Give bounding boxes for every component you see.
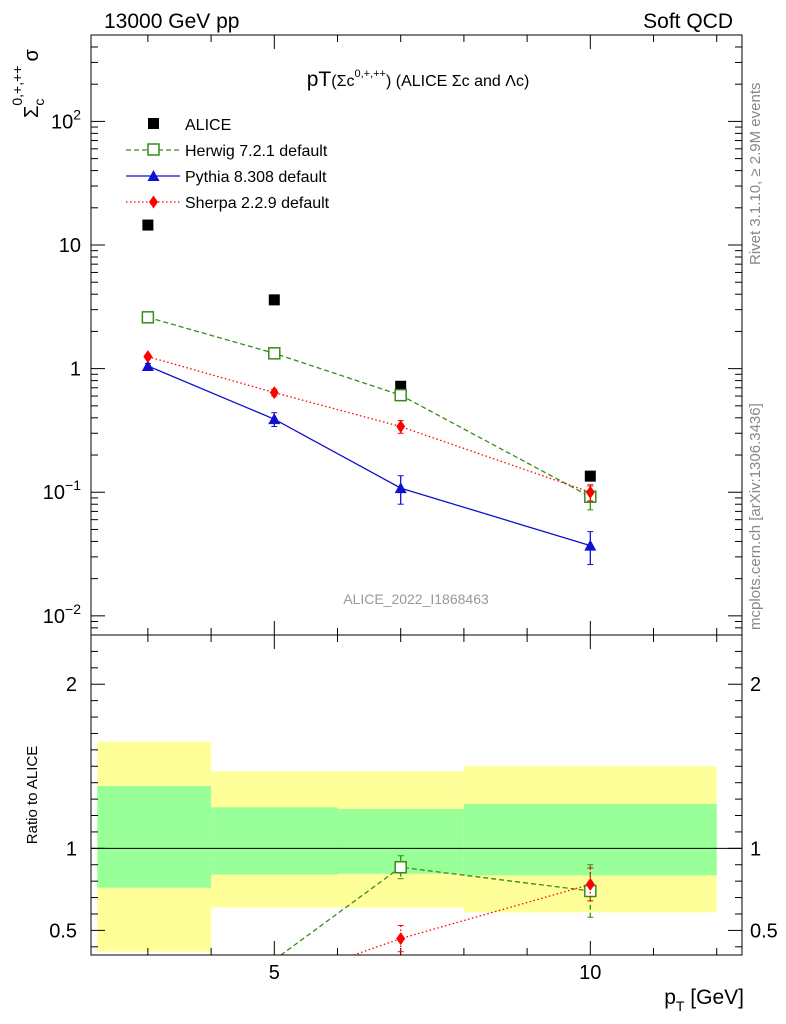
- main-ylabel-sup: 0,+,++: [9, 66, 25, 106]
- ratio-y-tick-label-right: 1: [750, 838, 761, 860]
- main-y-tick-base: 10: [43, 606, 65, 628]
- legend-marker-herwig: [147, 143, 160, 156]
- pythia-point: [268, 413, 281, 425]
- pythia-line: [147, 365, 591, 547]
- sherpa-ratio-line: [351, 883, 591, 955]
- uncertainty-band-inner: [97, 785, 212, 888]
- legend-label-sherpa: Sherpa 2.2.9 default: [185, 195, 330, 212]
- legend-item-alice: ALICE: [148, 117, 231, 134]
- ratio-y-tick-label: 0.5: [49, 920, 77, 942]
- x-axis-label-sub: T: [676, 998, 685, 1014]
- pythia-point: [141, 360, 154, 372]
- main-series: [141, 219, 597, 566]
- legend: ALICE Herwig 7.2.1 default Pythia 8.308 …: [126, 117, 330, 212]
- pythia-point: [584, 539, 597, 551]
- ratio-axes: 0.5 0.5 1 1 2 2 5 10: [49, 635, 778, 984]
- x-axis-label-unit: [GeV]: [684, 986, 744, 1009]
- legend-marker-alice: [148, 118, 159, 129]
- plot-title-paren: (Σc: [331, 73, 354, 90]
- sherpa-ratio-point: [585, 877, 595, 891]
- x-axis-label: pT [GeV]: [664, 986, 744, 1014]
- main-ylabel-main: Σ: [21, 106, 43, 118]
- ratio-ylabel: Ratio to ALICE: [24, 746, 41, 844]
- data-point: [395, 380, 407, 392]
- herwig-point: [141, 311, 155, 324]
- legend-label-herwig: Herwig 7.2.1 default: [185, 143, 328, 160]
- main-y-tick-base: 1: [70, 359, 81, 381]
- data-point: [584, 470, 596, 482]
- uncertainty-band-inner: [211, 807, 338, 875]
- header-right: Soft QCD: [643, 10, 733, 33]
- x-axis-label-main: p: [664, 986, 676, 1009]
- herwig-point: [394, 388, 407, 402]
- main-ylabel-tail: σ: [21, 49, 43, 62]
- legend-marker-sherpa: [149, 195, 158, 209]
- ratio-y-tick-label-right: 0.5: [750, 920, 778, 942]
- main-y-tick-base: 10: [59, 235, 81, 257]
- x-tick-label: 5: [269, 962, 280, 984]
- uncertainty-band-inner: [463, 804, 717, 876]
- ratio-y-tick-label: 1: [66, 838, 77, 860]
- ratio-y-tick-label-right: 2: [750, 674, 761, 696]
- main-ylabel-sub: c: [31, 99, 47, 106]
- main-y-tick-base: 10: [43, 482, 65, 504]
- main-y-tick-label: 10−2: [43, 601, 81, 628]
- sherpa-ratio-point: [396, 932, 406, 946]
- legend-label-pythia: Pythia 8.308 default: [185, 169, 327, 186]
- main-ylabel: Σc 0,+,++ σ: [9, 49, 47, 118]
- ratio-panel: 0.5 0.5 1 1 2 2 5 10 Ratio to ALICE pT [GeV]: [24, 634, 778, 1014]
- main-y-tick-base: 10: [51, 111, 73, 133]
- main-y-tick-label: 1: [70, 359, 81, 381]
- main-y-tick-label: 10−1: [43, 477, 81, 504]
- herwig-point: [268, 347, 281, 360]
- main-y-tick-exp: −1: [65, 477, 81, 493]
- main-y-tick-exp: 2: [73, 106, 81, 122]
- data-point: [268, 294, 280, 306]
- sherpa-point: [396, 420, 406, 434]
- header-left: 13000 GeV pp: [104, 10, 239, 33]
- sherpa-point: [143, 350, 153, 364]
- plot-title-rest: ) (ALICE Σc and Λc): [386, 73, 529, 90]
- legend-item-pythia: Pythia 8.308 default: [126, 169, 327, 186]
- legend-label-alice: ALICE: [185, 117, 231, 134]
- rivet-label: Rivet 3.1.10, ≥ 2.9M events: [747, 83, 764, 266]
- sherpa-point: [269, 386, 279, 400]
- plot-title-sup: 0,+,++: [354, 68, 386, 80]
- ratio-bands: [97, 741, 717, 952]
- legend-item-sherpa: Sherpa 2.2.9 default: [126, 195, 330, 212]
- sherpa-point: [585, 485, 595, 499]
- main-y-tick-exp: −2: [65, 601, 81, 617]
- mcplots-label: mcplots.cern.ch [arXiv:1306.3436]: [747, 403, 764, 630]
- plot-title: pT(Σc0,+,++) (ALICE Σc and Λc): [307, 68, 530, 91]
- x-tick-label: 10: [579, 962, 601, 984]
- legend-item-herwig: Herwig 7.2.1 default: [126, 143, 328, 160]
- analysis-watermark: ALICE_2022_I1868463: [343, 591, 489, 607]
- legend-marker-pythia: [147, 170, 160, 181]
- main-y-tick-label: 102: [51, 106, 81, 133]
- ratio-series: [279, 855, 597, 955]
- herwig-line: [147, 316, 591, 498]
- data-point: [142, 219, 154, 231]
- pythia-point: [394, 482, 407, 494]
- plot-title-main: pT: [307, 68, 332, 91]
- ratio-y-tick-label: 2: [66, 674, 77, 696]
- herwig-ratio-point: [394, 860, 407, 874]
- main-y-tick-label: 10: [59, 235, 81, 257]
- sherpa-line: [147, 356, 591, 493]
- ratio-frame: [90, 634, 743, 956]
